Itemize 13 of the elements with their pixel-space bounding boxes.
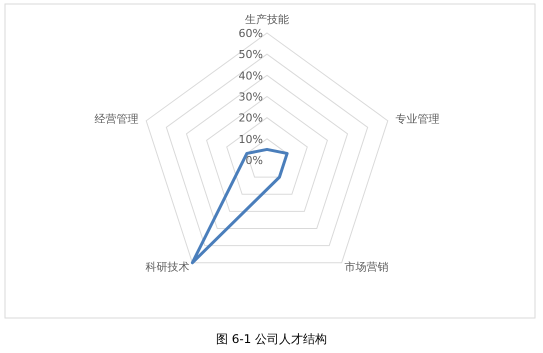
spoke-label: 科研技术 [145, 260, 190, 274]
y-tick-label: 50% [238, 48, 263, 62]
spoke-label: 市场营销 [344, 260, 389, 274]
y-tick-label: 30% [238, 90, 263, 104]
y-tick-label: 40% [238, 69, 263, 82]
spoke-label: 生产技能 [245, 13, 289, 26]
y-tick-label: 10% [238, 132, 263, 146]
caption: 图 6-1 公司人才结构 [216, 332, 328, 346]
y-tick-label: 60% [238, 27, 263, 40]
y-tick-label: 20% [238, 112, 263, 125]
spoke-label: 经营管理 [94, 112, 139, 126]
spoke-label: 专业管理 [395, 112, 440, 126]
y-tick-label: 0% [246, 154, 263, 167]
